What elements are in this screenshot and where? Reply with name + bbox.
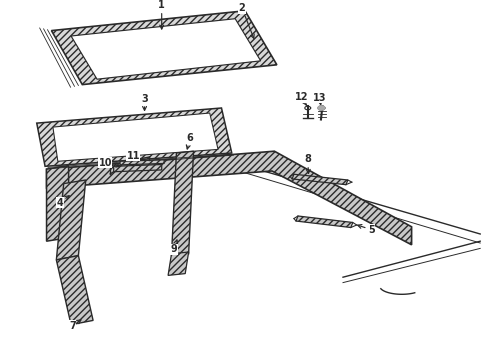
Text: 6: 6 — [186, 133, 194, 149]
Polygon shape — [51, 11, 277, 85]
Text: 1: 1 — [158, 0, 165, 29]
Polygon shape — [296, 216, 353, 228]
Text: 9: 9 — [171, 240, 177, 254]
Polygon shape — [56, 180, 86, 260]
Text: 3: 3 — [141, 94, 148, 111]
Text: 8: 8 — [304, 154, 311, 174]
Polygon shape — [292, 174, 348, 185]
Text: 5: 5 — [358, 225, 375, 235]
Polygon shape — [172, 151, 194, 256]
Polygon shape — [318, 106, 325, 110]
Text: 4: 4 — [56, 196, 69, 208]
Polygon shape — [71, 19, 261, 79]
Text: 7: 7 — [69, 320, 81, 331]
Text: 10: 10 — [98, 158, 120, 168]
Text: 11: 11 — [126, 151, 140, 161]
Text: 13: 13 — [313, 93, 326, 104]
Polygon shape — [114, 165, 162, 172]
Polygon shape — [47, 166, 69, 241]
Text: 2: 2 — [239, 3, 254, 38]
Polygon shape — [53, 113, 218, 161]
Polygon shape — [120, 160, 164, 165]
Polygon shape — [47, 151, 412, 245]
Polygon shape — [168, 252, 189, 275]
Polygon shape — [56, 256, 93, 325]
Polygon shape — [37, 108, 232, 166]
Text: 12: 12 — [294, 92, 308, 105]
